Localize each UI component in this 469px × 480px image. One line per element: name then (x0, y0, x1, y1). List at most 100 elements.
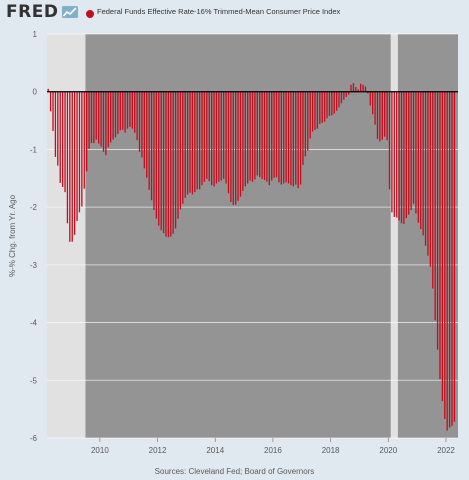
series-bar (93, 91, 95, 144)
series-bar (369, 91, 371, 106)
series-bar (271, 91, 273, 181)
series-bar (129, 91, 131, 127)
series-bar (388, 91, 391, 190)
series-bar (347, 91, 350, 95)
series-bar (220, 91, 222, 181)
series-bar (191, 91, 194, 195)
series-bar (268, 91, 270, 186)
series-bar (314, 91, 316, 130)
series-bar (326, 91, 328, 119)
series-bar (295, 91, 297, 185)
series-bar (396, 91, 398, 218)
series-bar (367, 91, 369, 94)
x-tick-label: 2018 (322, 446, 340, 455)
legend-swatch (86, 10, 94, 18)
series-bar (78, 91, 81, 213)
series-bar (131, 91, 133, 129)
series-bar (434, 91, 436, 321)
series-bar (254, 91, 256, 180)
series-bar (122, 91, 124, 130)
series-bar (328, 91, 331, 116)
series-bar (321, 91, 323, 123)
series-bar (141, 91, 143, 158)
series-bar (444, 91, 446, 419)
series-bar (379, 91, 381, 142)
series-bar (71, 91, 73, 242)
y-tick-label: 1 (33, 30, 38, 39)
fred-logo-graph-icon (62, 6, 78, 18)
series-bar (85, 91, 88, 172)
y-tick-label: -1 (30, 145, 38, 154)
series-bar (273, 91, 275, 178)
series-bar (453, 91, 456, 422)
y-tick-label: -4 (30, 319, 38, 328)
series-bar (69, 91, 71, 242)
series-bar (54, 91, 57, 157)
x-tick-label: 2022 (437, 446, 455, 455)
series-bar (359, 83, 362, 92)
series-bar (182, 91, 184, 204)
series-bar (174, 91, 177, 229)
series-bar (162, 91, 165, 234)
series-bar (235, 91, 237, 205)
series-bar (184, 91, 186, 198)
series-bar (210, 91, 213, 186)
series-bar (287, 91, 290, 184)
series-bar (172, 91, 174, 234)
series-bar (256, 91, 258, 176)
series-bar (196, 91, 198, 190)
series-bar (98, 91, 100, 144)
series-bar (110, 91, 112, 143)
series-bar (160, 91, 162, 231)
series-bar (95, 91, 97, 140)
series-bar (215, 91, 218, 184)
series-bar (57, 91, 59, 166)
series-bar (150, 91, 153, 201)
series-bar (117, 91, 119, 134)
series-bar (364, 86, 367, 92)
series-bar (64, 91, 66, 193)
series-bar (283, 91, 285, 184)
series-bar (213, 91, 215, 187)
series-bar (309, 91, 311, 139)
series-bar (340, 91, 343, 104)
series-bar (112, 91, 114, 140)
series-bar (158, 91, 160, 226)
series-bar (393, 91, 395, 217)
series-bar (155, 91, 158, 219)
series-bar (398, 91, 400, 221)
series-bar (436, 91, 439, 350)
series-bar (285, 91, 287, 183)
series-bar (412, 91, 415, 204)
series-bar (422, 91, 424, 236)
series-bar (138, 91, 141, 152)
series-bar (266, 91, 268, 182)
series-bar (400, 91, 403, 224)
y-tick-label: 0 (33, 88, 38, 97)
series-bar (391, 91, 393, 213)
series-bar (206, 91, 208, 179)
series-bar (261, 91, 263, 179)
series-bar (304, 91, 307, 157)
series-bar (302, 91, 304, 166)
series-bar (167, 91, 170, 238)
series-bar (198, 91, 201, 190)
series-bar (107, 91, 109, 148)
series-bar (323, 91, 326, 122)
y-axis-title: %-% Chg. from Yr. Ago (8, 194, 17, 277)
series-bar (278, 91, 280, 183)
x-tick-label: 2010 (91, 446, 109, 455)
series-bar (410, 91, 412, 211)
series-bar (227, 91, 230, 194)
series-bar (49, 91, 52, 112)
series-bar (105, 91, 107, 156)
series-bar (136, 91, 138, 141)
series-bar (417, 91, 420, 223)
series-bar (427, 91, 429, 256)
series-bar (208, 91, 210, 182)
series-bar (100, 91, 102, 147)
series-bar (194, 91, 196, 193)
series-bar (177, 91, 179, 219)
series-bar (47, 88, 49, 92)
series-bar (331, 91, 333, 116)
